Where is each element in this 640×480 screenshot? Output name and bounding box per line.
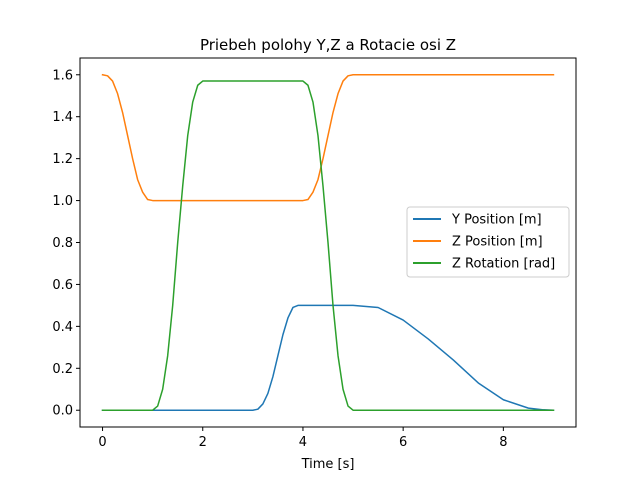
series-line-1 [101,73,555,202]
y-axis-ticks: 0.0 0.2 0.4 0.6 0.8 1.0 1.2 1.4 1.6 [52,68,80,419]
y-tick-label: 0.6 [52,278,73,293]
y-tick-label: 0.4 [52,320,73,335]
y-tick-label: 1.4 [52,110,73,125]
x-axis-label: Time [s] [301,457,355,472]
legend-label-1: Z Position [m] [452,235,543,250]
y-tick-label: 0.8 [52,236,73,251]
y-tick-label: 1.2 [52,152,73,167]
y-tick-label: 0.2 [52,362,73,377]
x-tick-label: 6 [399,435,407,450]
y-tick-label: 0.0 [52,404,73,419]
legend-items: Y Position [m] Z Position [m] Z Rotation [… [413,213,555,272]
legend-label-0: Y Position [m] [451,213,542,228]
y-tick-label: 1.6 [52,68,73,83]
x-axis-ticks: 0 2 4 6 8 [98,427,507,450]
chart-title: Priebeh polohy Y,Z a Rotacie osi Z [200,36,456,54]
series-layer [101,73,555,412]
x-tick-label: 4 [299,435,307,450]
x-tick-label: 2 [199,435,207,450]
x-tick-label: 0 [98,435,106,450]
series-line-2 [101,80,555,411]
series-line-0 [101,304,555,412]
legend-label-2: Z Rotation [rad] [452,257,555,272]
y-tick-label: 1.0 [52,194,73,209]
x-tick-label: 8 [499,435,507,450]
plot-area: 0 2 4 6 8 0.0 0.2 0.4 0.6 0.8 1.0 1.2 1.4 1.6 [52,57,577,450]
legend-box [406,206,570,278]
legend: Y Position [m] Z Position [m] Z Rotation [… [406,206,570,278]
